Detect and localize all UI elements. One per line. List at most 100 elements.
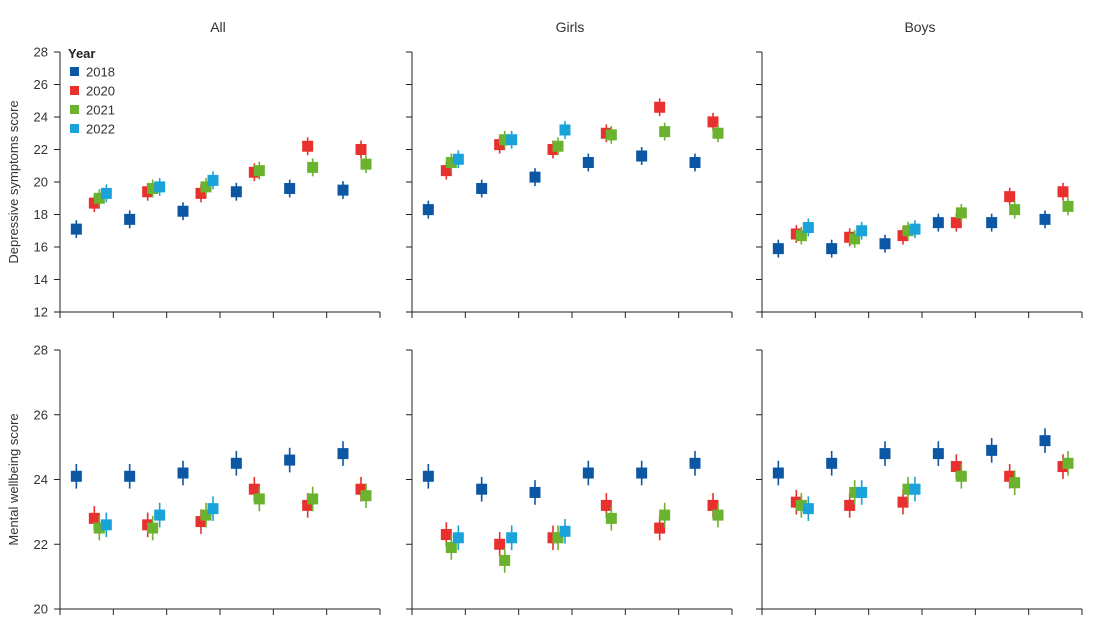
point-2020: [654, 101, 666, 113]
legend-label: 2020: [86, 84, 115, 99]
point-2018: [636, 467, 648, 479]
point-2018: [689, 157, 701, 168]
y-axis-label: Mental wellbeing score: [6, 413, 21, 545]
point-2022: [909, 223, 921, 235]
point-2018: [422, 204, 434, 216]
legend: Year 2018 2020 2021 2022: [68, 46, 115, 137]
y-tick-label: 18: [34, 207, 48, 222]
point-2018: [772, 467, 784, 479]
point-2018: [284, 183, 296, 194]
panel-depressive-1: Girls: [406, 19, 733, 318]
point-2018: [932, 448, 944, 460]
legend-swatch-2018: [70, 67, 79, 76]
point-2021: [200, 509, 212, 521]
point-2022: [856, 486, 868, 498]
point-2020: [355, 483, 367, 495]
point-2021: [147, 183, 159, 194]
point-2020: [600, 499, 612, 511]
point-2022: [802, 222, 814, 233]
point-2021: [445, 541, 457, 553]
point-2022: [909, 483, 921, 495]
point-2020: [195, 516, 207, 528]
point-2018: [582, 157, 594, 168]
point-2022: [207, 503, 219, 515]
point-2020: [707, 499, 719, 511]
point-2021: [849, 233, 861, 245]
point-2021: [445, 157, 457, 168]
point-2018: [932, 217, 944, 229]
point-2018: [636, 150, 648, 162]
point-2021: [1062, 457, 1074, 469]
point-2018: [1039, 435, 1051, 447]
point-2022: [154, 509, 166, 521]
point-2021: [712, 127, 724, 139]
point-2021: [605, 512, 617, 524]
point-2020: [1004, 191, 1016, 203]
point-2018: [70, 223, 82, 235]
point-2020: [302, 140, 314, 152]
point-2021: [253, 493, 265, 505]
point-2020: [707, 116, 719, 128]
point-2020: [440, 165, 452, 177]
point-2021: [499, 134, 511, 146]
point-2020: [950, 461, 962, 473]
point-2022: [506, 134, 518, 146]
legend-label: 2018: [86, 65, 115, 80]
panel-title: All: [210, 19, 226, 35]
y-tick-label: 24: [34, 472, 48, 487]
point-2021: [307, 493, 319, 505]
point-2020: [897, 496, 909, 508]
point-2018: [230, 457, 242, 469]
panel-depressive-2: Boys: [756, 19, 1083, 318]
point-2020: [494, 538, 506, 550]
y-tick-label: 20: [34, 175, 48, 190]
point-2018: [986, 444, 998, 456]
point-2022: [100, 519, 112, 531]
point-2022: [154, 181, 166, 193]
point-2021: [795, 230, 807, 242]
point-2018: [986, 217, 998, 229]
point-2022: [506, 532, 518, 544]
point-2018: [70, 470, 82, 482]
point-2022: [452, 153, 464, 165]
y-tick-label: 20: [34, 602, 48, 617]
point-2021: [253, 165, 265, 177]
point-2022: [559, 124, 571, 136]
point-2021: [902, 483, 914, 495]
y-tick-label: 28: [34, 343, 48, 358]
point-2021: [552, 532, 564, 544]
point-2020: [248, 483, 260, 495]
y-tick-label: 16: [34, 240, 48, 255]
point-2021: [849, 486, 861, 498]
point-2018: [582, 467, 594, 479]
point-2021: [712, 509, 724, 521]
point-2021: [902, 225, 914, 237]
point-2018: [476, 483, 488, 495]
legend-swatch-2022: [70, 124, 79, 133]
panel-wellbeing-1: [406, 349, 733, 615]
point-2018: [230, 186, 242, 198]
point-2018: [337, 184, 349, 196]
y-tick-label: 22: [34, 142, 48, 157]
point-2018: [1039, 213, 1051, 225]
point-2018: [826, 243, 838, 255]
point-2020: [355, 144, 367, 155]
point-2021: [955, 470, 967, 482]
panel-wellbeing-2: [756, 349, 1083, 615]
y-tick-label: 26: [34, 77, 48, 92]
legend-title: Year: [68, 46, 95, 61]
point-2021: [1009, 477, 1021, 489]
point-2018: [689, 457, 701, 469]
y-axis-label: Depressive symptoms score: [6, 100, 21, 263]
point-2021: [605, 129, 617, 141]
point-2018: [422, 470, 434, 482]
point-2022: [207, 174, 219, 186]
point-2021: [307, 161, 319, 173]
y-tick-label: 26: [34, 407, 48, 422]
point-2018: [124, 213, 136, 225]
point-2022: [452, 532, 464, 544]
point-2021: [360, 158, 372, 170]
point-2018: [879, 238, 891, 250]
point-2021: [147, 522, 159, 534]
